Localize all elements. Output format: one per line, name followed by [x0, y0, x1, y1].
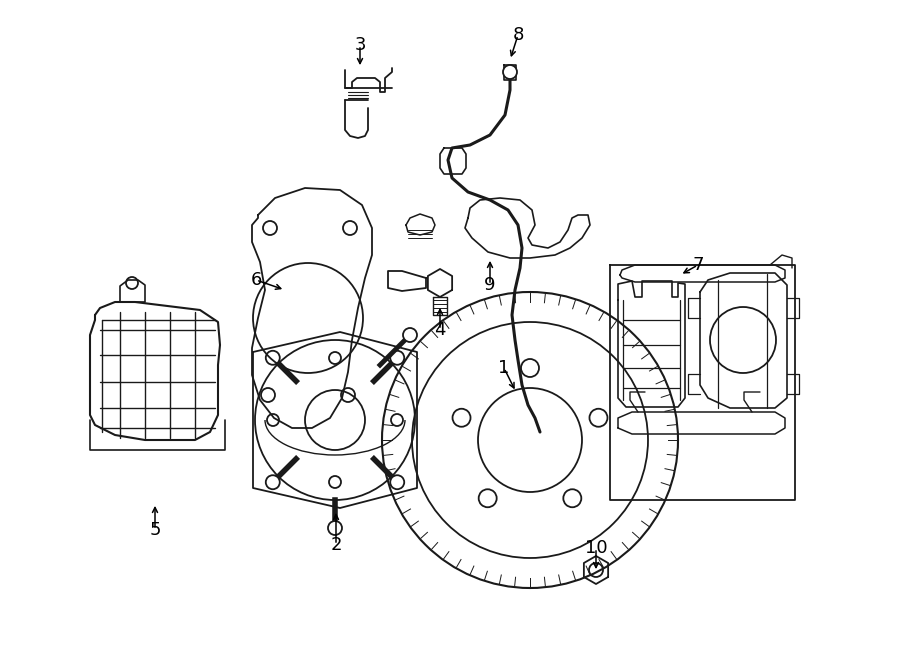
Circle shape — [403, 328, 417, 342]
Circle shape — [503, 65, 517, 79]
Text: 9: 9 — [484, 276, 496, 294]
Circle shape — [391, 475, 404, 489]
Circle shape — [328, 521, 342, 535]
Text: 4: 4 — [434, 321, 446, 339]
Text: 2: 2 — [330, 536, 342, 554]
Text: 10: 10 — [585, 539, 608, 557]
Text: 1: 1 — [499, 359, 509, 377]
Circle shape — [266, 475, 280, 489]
Circle shape — [266, 351, 280, 365]
Text: 8: 8 — [512, 26, 524, 44]
Text: 6: 6 — [250, 271, 262, 289]
Circle shape — [391, 351, 404, 365]
Text: 5: 5 — [149, 521, 161, 539]
Text: 7: 7 — [692, 256, 704, 274]
Text: 3: 3 — [355, 36, 365, 54]
